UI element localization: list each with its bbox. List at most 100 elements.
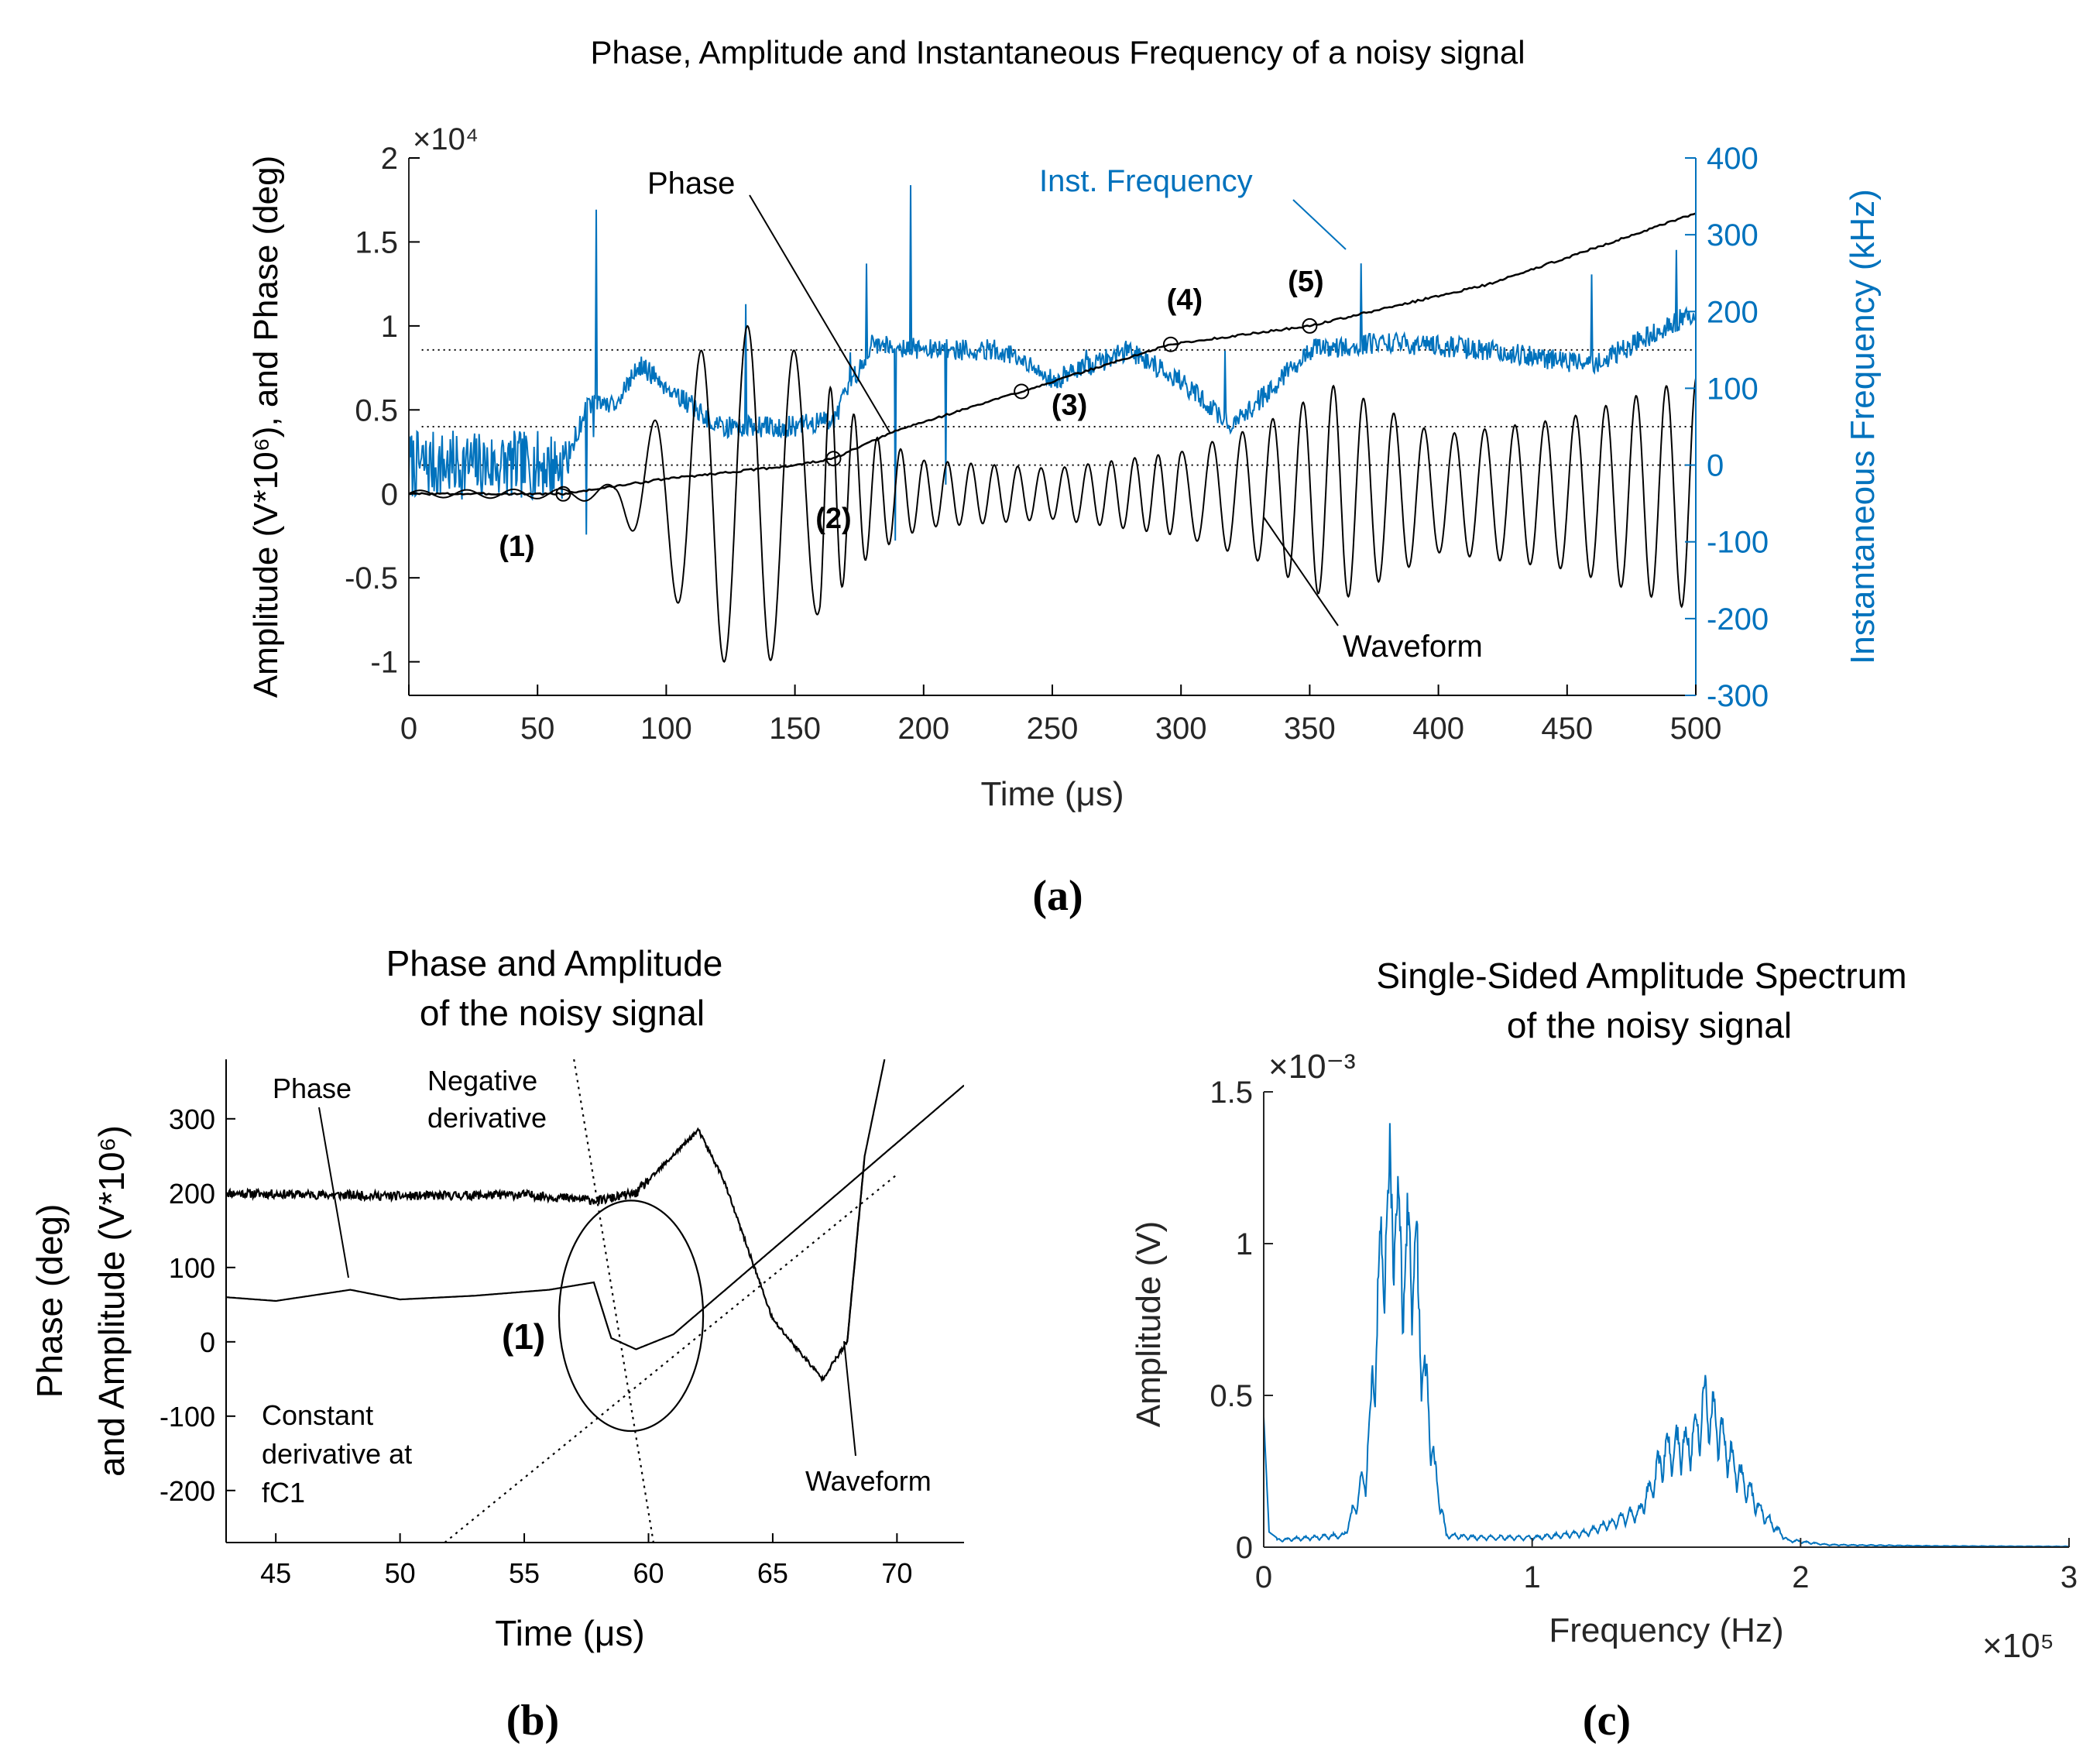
x-tick-label-a-10: 500: [1670, 712, 1722, 746]
y-tick-label-b-0: -200: [160, 1475, 215, 1507]
y-tick-label-b-2: 0: [200, 1326, 215, 1358]
arrow-waveform-b: [843, 1340, 856, 1457]
y-tick-label-right-a-4: 100: [1707, 372, 1759, 406]
highlight-ellipse-b: [558, 1199, 705, 1433]
x-tick-label-c-1: 1: [1524, 1560, 1541, 1594]
x-tick-label-a-6: 300: [1155, 712, 1207, 746]
y-axis-label-right-a: Instantaneous Frequency (kHz): [1844, 189, 1882, 664]
y-tick-label-c-0: 0: [1236, 1531, 1253, 1565]
x-exponent-c: ×10⁵: [1982, 1627, 2054, 1665]
x-tick-label-b-3: 60: [633, 1557, 664, 1589]
marker-1: [555, 486, 571, 502]
x-tick-label-a-7: 350: [1284, 712, 1336, 746]
x-tick-label-b-2: 55: [509, 1557, 540, 1589]
series-phase-b: [226, 1084, 964, 1350]
x-tick-label-a-2: 100: [640, 712, 692, 746]
marker-label-2: (2): [815, 503, 851, 535]
arrow-phase-b: [318, 1107, 349, 1278]
marker-2: [825, 451, 842, 467]
y-axis-label-b-line1: Phase (deg): [29, 1204, 70, 1399]
annotation-constant-b-line2: derivative at: [262, 1438, 412, 1470]
x-tick-label-b-1: 50: [385, 1557, 416, 1589]
y-axis-label-a: Amplitude (V*10⁶), and Phase (deg): [247, 156, 285, 698]
marker-3: [1014, 383, 1030, 400]
y-tick-label-right-a-1: -200: [1707, 602, 1769, 637]
x-tick-label-c-3: 3: [2061, 1560, 2078, 1594]
panel-label-b: (b): [506, 1697, 559, 1745]
y-axis-label-b-line2: and Amplitude (V*10⁶): [91, 1125, 132, 1477]
chart-title-b-line1: Phase and Amplitude: [386, 943, 723, 983]
x-tick-label-a-8: 400: [1412, 712, 1464, 746]
series-waveform: [409, 324, 1696, 663]
y-tick-label-right-a-6: 300: [1707, 218, 1759, 252]
marker-label-4: (4): [1167, 284, 1203, 317]
series-waveform-b: [846, 1059, 886, 1342]
x-tick-label-a-3: 150: [769, 712, 821, 746]
marker-label-3: (3): [1052, 389, 1087, 421]
x-tick-label-c-2: 2: [1792, 1560, 1809, 1594]
y-tick-label-b-3: 100: [169, 1252, 215, 1284]
chart-panel-c: 0 1 2 3 0 0.5 1 1.5 ×10⁻³ ×10⁵ Single-Sided Amplit…: [1130, 956, 2078, 1665]
y-tick-label-c-2: 1: [1236, 1227, 1253, 1261]
y-tick-label-right-a-0: -300: [1707, 679, 1769, 713]
y-tick-label-a-3: 0.5: [355, 393, 398, 427]
y-exponent-c: ×10⁻³: [1268, 1048, 1356, 1086]
chart-title-c-line2: of the noisy signal: [1507, 1005, 1792, 1045]
x-tick-label-a-1: 50: [520, 712, 555, 746]
annotation-negative-b-line1: Negative: [427, 1065, 537, 1096]
x-axis-label-a: Time (μs): [980, 775, 1124, 813]
annotation-waveform-b: Waveform: [805, 1465, 932, 1497]
y-tick-label-right-a-2: -100: [1707, 526, 1769, 560]
chart-title-c-line1: Single-Sided Amplitude Spectrum: [1376, 956, 1906, 996]
plot-area-b: [226, 1059, 964, 1543]
y-tick-label-a-4: 1: [381, 310, 398, 344]
x-tick-label-c-0: 0: [1255, 1560, 1272, 1594]
x-axis-label-b: Time (μs): [495, 1613, 644, 1653]
chart-title-a: Phase, Amplitude and Instantaneous Frequ…: [590, 34, 1525, 70]
annotation-inst-frequency-a: Inst. Frequency: [1039, 164, 1253, 198]
y-tick-label-c-3: 1.5: [1210, 1076, 1253, 1110]
arrow-phase-a: [749, 194, 891, 434]
arrow-waveform-a: [1263, 517, 1339, 626]
marker-5: [1302, 317, 1318, 334]
y-tick-label-a-0: -1: [370, 646, 398, 680]
panel-label-a: (a): [1032, 872, 1083, 920]
panel-label-c: (c): [1583, 1697, 1631, 1745]
plot-area-a: [409, 185, 1696, 663]
chart-title-b-line2: of the noisy signal: [420, 993, 705, 1033]
annotation-constant-b-line3: fC1: [262, 1477, 305, 1508]
y-exponent-a: ×10⁴: [413, 122, 479, 156]
x-tick-label-a-5: 250: [1027, 712, 1079, 746]
marker-4: [1162, 336, 1179, 352]
y-tick-label-a-1: -0.5: [345, 561, 398, 595]
annotation-negative-b-line2: derivative: [427, 1102, 547, 1134]
y-tick-label-c-1: 0.5: [1210, 1379, 1253, 1413]
dotted-negative-derivative-b: [573, 1059, 654, 1543]
series-phase: [409, 212, 1696, 496]
marker-label-1: (1): [499, 530, 534, 563]
x-tick-label-b-0: 45: [260, 1557, 291, 1589]
x-tick-label-b-4: 65: [757, 1557, 788, 1589]
y-tick-label-b-4: 200: [169, 1178, 215, 1210]
series-trace-upper-b: [226, 1127, 866, 1383]
series-spectrum-c: [1263, 1123, 2070, 1548]
x-tick-label-a-4: 200: [897, 712, 949, 746]
y-tick-label-b-5: 300: [169, 1103, 215, 1135]
annotation-phase-b: Phase: [273, 1072, 352, 1104]
series-inst-frequency: [409, 185, 1696, 541]
x-tick-label-a-0: 0: [400, 712, 417, 746]
arrow-inst-frequency-a: [1292, 199, 1347, 250]
chart-panel-a: (1) (2) (3) (4) (5) 0 50 100 150 200 250 300 350 400 4…: [247, 34, 1882, 813]
y-tick-label-right-a-5: 200: [1707, 295, 1759, 329]
y-tick-label-right-a-7: 400: [1707, 142, 1759, 176]
x-axis-label-c: Frequency (Hz): [1549, 1611, 1783, 1649]
x-tick-label-b-5: 70: [881, 1557, 912, 1589]
marker-label-5: (5): [1288, 266, 1323, 298]
y-tick-label-a-5: 1.5: [355, 225, 398, 259]
annotation-constant-b-line1: Constant: [262, 1399, 373, 1431]
x-tick-label-a-9: 450: [1541, 712, 1593, 746]
y-tick-label-b-1: -100: [160, 1401, 215, 1433]
y-tick-label-right-a-3: 0: [1707, 449, 1724, 483]
annotation-marker-1-b: (1): [502, 1316, 545, 1357]
